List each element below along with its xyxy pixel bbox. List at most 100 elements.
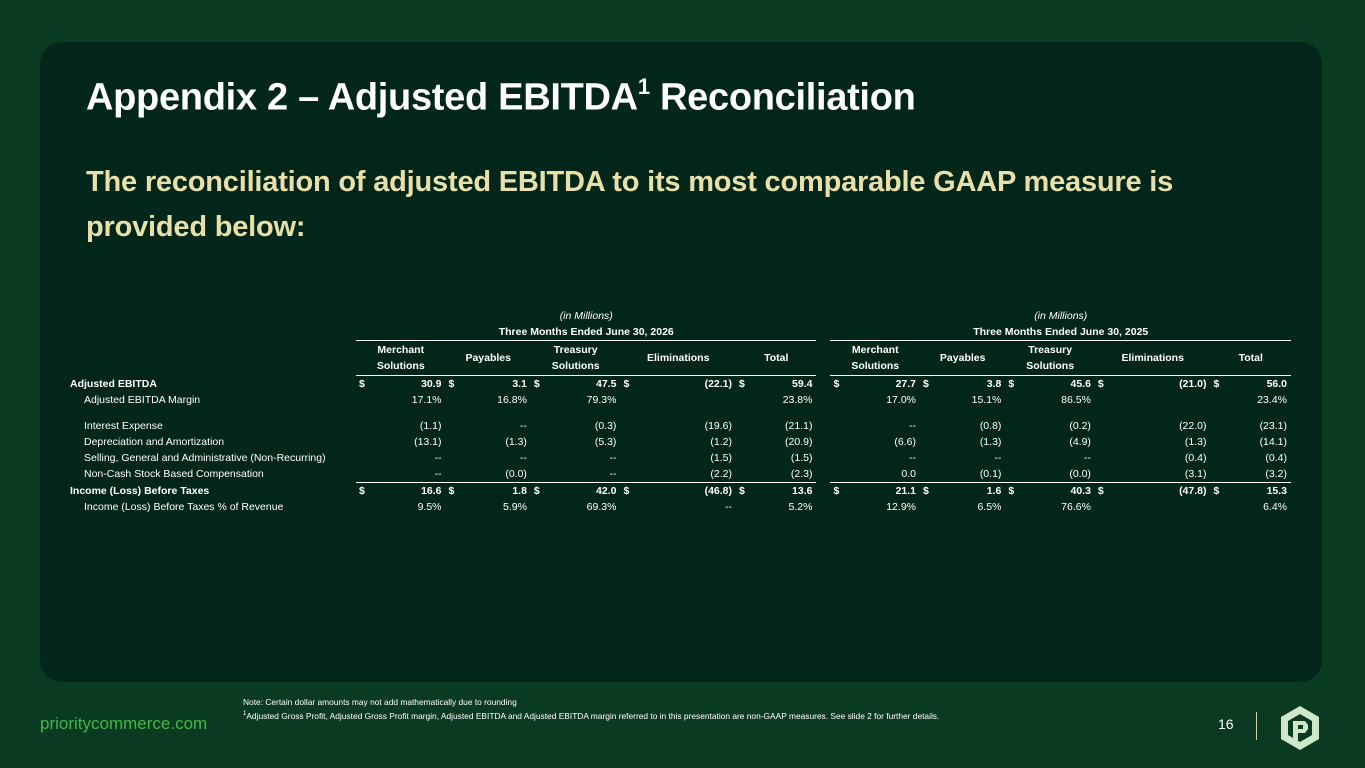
- table-cell: 45.6: [1070, 378, 1091, 390]
- dollar-sign: [1211, 499, 1224, 515]
- dollar-sign: [446, 392, 459, 408]
- table-cell: (22.1): [704, 378, 733, 390]
- dollar-sign: [1005, 434, 1018, 450]
- table-cell: (0.4): [1184, 452, 1207, 464]
- dollar-sign: $: [739, 378, 745, 390]
- dollar-sign: [920, 392, 933, 408]
- dollar-sign: [920, 450, 933, 466]
- table-cell: (0.2): [1069, 420, 1091, 432]
- table-cell: [1108, 392, 1211, 408]
- dollar-sign: $: [1008, 378, 1015, 390]
- dollar-sign: [620, 434, 633, 450]
- table-cell: (2.3): [790, 468, 813, 480]
- table-cell: (1.5): [790, 452, 813, 464]
- row-spacer: [66, 408, 1291, 418]
- table-cell: 17.0%: [886, 394, 916, 406]
- table-cell: (5.3): [594, 436, 617, 448]
- dollar-sign: $: [830, 482, 844, 499]
- col-eliminations: Eliminations: [620, 340, 737, 376]
- table-cell: 16.8%: [497, 394, 527, 406]
- dollar-sign: [531, 434, 544, 450]
- table-cell: --: [609, 452, 617, 464]
- table-cell: (0.4): [1265, 452, 1287, 464]
- dollar-sign: [531, 418, 544, 434]
- dollar-sign: [1005, 450, 1018, 466]
- table-cell: (1.2): [710, 436, 733, 448]
- row-label: Interest Expense: [84, 420, 163, 432]
- dollar-sign: [830, 418, 843, 434]
- table-cell: 16.6: [369, 482, 446, 499]
- dollar-sign: [736, 418, 749, 434]
- dollar-sign: [1005, 418, 1018, 434]
- dollar-sign: $: [833, 378, 840, 390]
- row-label: Adjusted EBITDA: [70, 377, 157, 390]
- table-cell: (23.1): [1259, 420, 1287, 432]
- dollar-sign: [1095, 392, 1108, 408]
- col-merchant-solutions: Merchant Solutions: [830, 340, 920, 376]
- ebitda-reconciliation-table: (in Millions) (in Millions) Three Months…: [66, 308, 1291, 515]
- table-row: Adjusted EBITDA $30.9 $3.1 $47.5 $ (22.1) $59.…: [66, 376, 1291, 393]
- col-total: Total: [1210, 340, 1291, 376]
- table-cell: (3.1): [1184, 468, 1207, 480]
- table-cell: 15.3: [1223, 482, 1291, 499]
- table-row: Adjusted EBITDA Margin 17.1% 16.8% 79.3% 23.…: [66, 392, 1291, 408]
- table-cell: (0.3): [594, 420, 617, 432]
- dollar-sign: [1095, 466, 1108, 483]
- table-cell: --: [1083, 452, 1091, 464]
- dollar-sign: [830, 499, 843, 515]
- dollar-sign: $: [448, 378, 455, 390]
- dollar-sign: [620, 466, 633, 483]
- table-cell: (0.0): [1069, 468, 1091, 480]
- dollar-sign: $: [1097, 378, 1104, 390]
- table-cell: (47.8): [1107, 482, 1211, 499]
- table-cell: 3.1: [512, 378, 527, 390]
- table-cell: (14.1): [1259, 436, 1287, 448]
- dollar-sign: [356, 418, 369, 434]
- dollar-sign: [920, 466, 933, 483]
- table-cell: --: [994, 452, 1002, 464]
- period-header-2026: Three Months Ended June 30, 2026: [356, 324, 817, 341]
- table-cell: 5.9%: [502, 501, 527, 513]
- rounding-note: Note: Certain dollar amounts may not add…: [243, 697, 517, 707]
- table-cell: 30.9: [421, 378, 442, 390]
- col-payables: Payables: [920, 340, 1006, 376]
- dollar-sign: [1095, 450, 1108, 466]
- table-cell: (13.1): [414, 436, 442, 448]
- row-label: Non-Cash Stock Based Compensation: [84, 468, 264, 481]
- table-cell: (1.3): [979, 436, 1002, 448]
- table-cell: 6.4%: [1263, 501, 1287, 513]
- table-cell: 47.5: [596, 378, 617, 390]
- dollar-sign: [356, 392, 369, 408]
- dollar-sign: [1211, 418, 1224, 434]
- dollar-sign: $: [736, 482, 750, 499]
- dollar-sign: $: [1213, 378, 1220, 390]
- table-cell: (0.1): [979, 468, 1002, 480]
- table-cell: (20.9): [785, 436, 813, 448]
- table-cell: (3.2): [1265, 468, 1287, 480]
- table-cell: (0.8): [979, 420, 1002, 432]
- dollar-sign: $: [620, 482, 634, 499]
- table-cell: 12.9%: [886, 501, 916, 513]
- dollar-sign: $: [533, 378, 540, 390]
- dollar-sign: [736, 392, 749, 408]
- dollar-sign: [531, 392, 544, 408]
- table-row: Non-Cash Stock Based Compensation -- (0.0)…: [66, 466, 1291, 483]
- column-header-row: Merchant Solutions Payables Treasury Solut…: [66, 340, 1291, 376]
- brand-url: prioritycommerce.com: [40, 714, 208, 733]
- table-cell: 86.5%: [1061, 394, 1091, 406]
- row-label: Adjusted EBITDA Margin: [84, 394, 201, 406]
- table-cell: 27.7: [895, 378, 916, 390]
- dollar-sign: [736, 434, 749, 450]
- dollar-sign: $: [1210, 482, 1224, 499]
- table-cell: (1.3): [505, 436, 527, 448]
- dollar-sign: [736, 450, 749, 466]
- table-cell: [633, 392, 736, 408]
- dollar-sign: [446, 499, 459, 515]
- dollar-sign: [356, 450, 369, 466]
- table-cell: --: [519, 420, 527, 432]
- table-cell: --: [434, 468, 442, 480]
- table-cell: (22.0): [1179, 420, 1207, 432]
- table-cell: (1.1): [419, 420, 442, 432]
- table-cell: 59.4: [792, 378, 813, 390]
- table-cell: (0.0): [505, 468, 527, 480]
